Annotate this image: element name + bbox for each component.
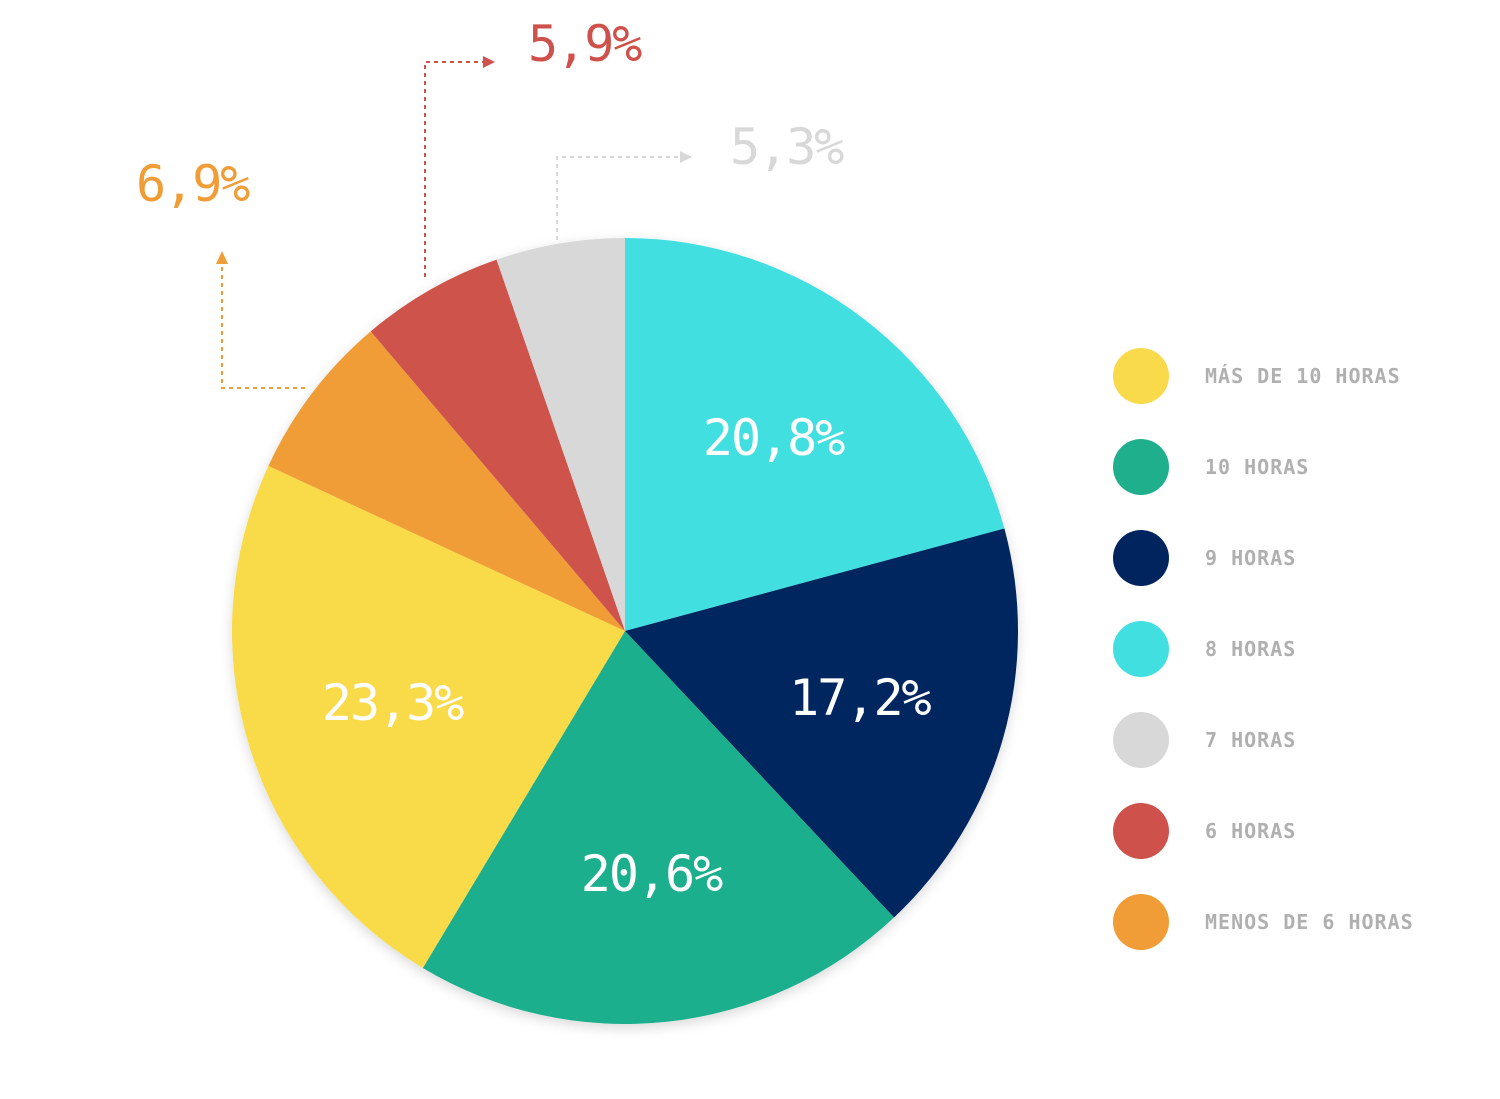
slice-value-label: 23,3% [322, 674, 464, 732]
arrow-icon [483, 56, 495, 68]
legend-item: 10 HORAS [1113, 421, 1414, 512]
callout-label-7-horas: 5,3% [730, 118, 844, 176]
arrow-icon [216, 251, 228, 264]
pie-slice-10-horas [422, 631, 895, 1025]
legend-label: 6 HORAS [1205, 818, 1297, 843]
callout-label-menos-de-6: 6,9% [136, 155, 250, 213]
callout-leader-menos-de-6 [221, 262, 305, 389]
pie-slice-9-horas [625, 528, 1018, 918]
legend-label: 10 HORAS [1205, 454, 1310, 479]
legend-label: 8 HORAS [1205, 636, 1297, 661]
legend-label: MÁS DE 10 HORAS [1205, 363, 1401, 388]
legend-swatch [1113, 802, 1169, 859]
legend-swatch [1113, 711, 1169, 768]
arrow-icon [680, 151, 692, 163]
slice-value-label: 20,8% [703, 409, 845, 467]
pie-slice-m-s-de-10-horas [232, 465, 626, 969]
legend-swatch [1113, 893, 1169, 950]
legend: MÁS DE 10 HORAS 10 HORAS 9 HORAS 8 HORAS… [1113, 330, 1414, 967]
legend-item: 7 HORAS [1113, 694, 1414, 785]
callout-label-6-horas: 5,9% [528, 15, 642, 73]
legend-item: MÁS DE 10 HORAS [1113, 330, 1414, 421]
pie-slice-7-horas [496, 238, 625, 631]
callout-leader-7-horas [556, 156, 680, 240]
pie-slice-menos-de-6-horas [268, 331, 625, 631]
legend-label: 7 HORAS [1205, 727, 1297, 752]
pie-slice-8-horas [625, 238, 1005, 631]
legend-item: 9 HORAS [1113, 512, 1414, 603]
legend-label: 9 HORAS [1205, 545, 1297, 570]
legend-item: 6 HORAS [1113, 785, 1414, 876]
slice-value-label: 20,6% [581, 845, 723, 903]
slice-value-label: 17,2% [789, 669, 931, 727]
legend-item: 8 HORAS [1113, 603, 1414, 694]
legend-swatch [1113, 438, 1169, 495]
callout-leader-6-horas [424, 61, 483, 277]
legend-swatch [1113, 347, 1169, 404]
legend-swatch [1113, 620, 1169, 677]
legend-label: MENOS DE 6 HORAS [1205, 909, 1414, 934]
pie-slice-6-horas [370, 259, 625, 631]
legend-swatch [1113, 529, 1169, 586]
legend-item: MENOS DE 6 HORAS [1113, 876, 1414, 967]
